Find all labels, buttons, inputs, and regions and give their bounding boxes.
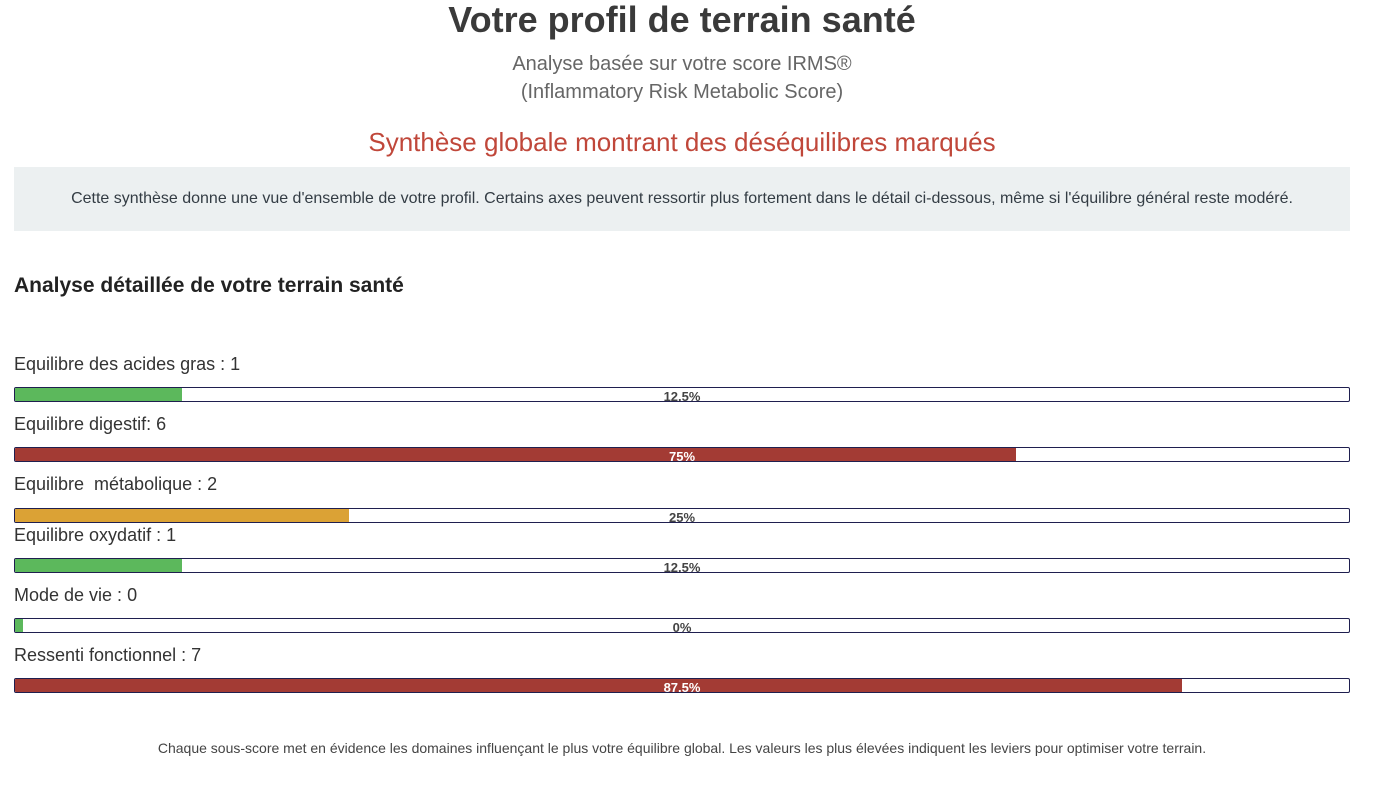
score-label-metabolic: Equilibre métabolique : 2 — [14, 474, 218, 494]
score-bar-lifestyle: 0% — [14, 618, 1350, 633]
score-label-lifestyle: Mode de vie : 0 — [14, 585, 138, 605]
score-bar-digestive: 75% — [14, 447, 1350, 462]
details-section-title: Analyse détaillée de votre terrain santé — [14, 274, 404, 297]
score-percent-text: 0% — [672, 620, 692, 633]
score-bar-fatty-acids: 12.5% — [14, 387, 1350, 402]
score-percent-text: 12.5% — [663, 389, 701, 402]
score-bar-fill — [15, 619, 23, 632]
score-bar-fill — [15, 448, 1016, 461]
score-label-fatty-acids: Equilibre des acides gras : 1 — [14, 354, 241, 374]
score-percent-text: 12.5% — [663, 560, 701, 573]
page-subtitle-line1: Analyse basée sur votre score IRMS® — [512, 53, 852, 75]
score-percent-text: 25% — [668, 510, 696, 523]
score-bar-functional-feeling: 87.5% — [14, 678, 1350, 693]
score-bar-fill — [15, 388, 182, 401]
score-percent-text: 75% — [668, 449, 696, 462]
page-subtitle-line2: (Inflammatory Risk Metabolic Score) — [520, 81, 844, 103]
score-bar-fill — [15, 509, 349, 522]
score-bar-fill — [15, 679, 1183, 692]
synthesis-info-box: Cette synthèse donne une vue d'ensemble … — [14, 167, 1350, 231]
score-percent-text: 87.5% — [663, 680, 701, 693]
page-title: Votre profil de terrain santé — [448, 0, 916, 40]
synthesis-headline: Synthèse globale montrant des déséquilib… — [368, 127, 996, 157]
score-label-digestive: Equilibre digestif: 6 — [14, 414, 167, 434]
score-bar-oxidative: 12.5% — [14, 558, 1350, 573]
score-bar-metabolic: 25% — [14, 508, 1350, 523]
score-label-functional-feeling: Ressenti fonctionnel : 7 — [14, 645, 202, 665]
score-bar-fill — [15, 559, 182, 572]
footer-note: Chaque sous-score met en évidence les do… — [157, 740, 1207, 756]
synthesis-description: Cette synthèse donne une vue d'ensemble … — [71, 190, 1293, 207]
score-label-oxidative: Equilibre oxydatif : 1 — [14, 525, 177, 545]
